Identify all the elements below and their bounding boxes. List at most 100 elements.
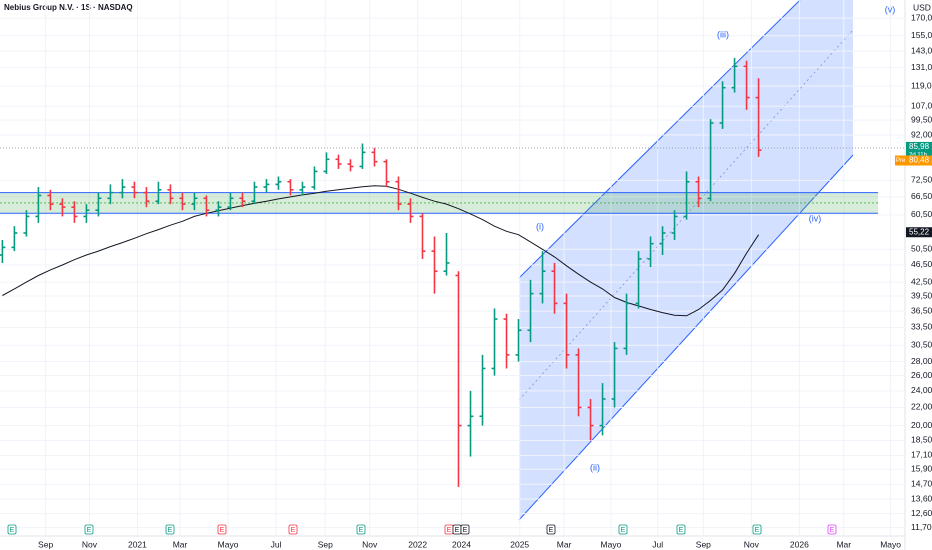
channel-mid (518, 29, 854, 401)
pre-tag-box (895, 155, 906, 166)
y-tick-label: 36,50 (911, 305, 932, 315)
ohlc-bar (203, 195, 210, 217)
earnings-marker: E (444, 524, 454, 535)
x-tick-label: Mayo (218, 539, 239, 549)
x-tick-label: 2024 (452, 539, 471, 549)
ohlc-bar (299, 181, 306, 196)
x-tick-label: Mar (836, 539, 851, 549)
ohlc-bar (143, 187, 150, 208)
ohlc-bar (743, 60, 750, 110)
ohlc-bar (683, 171, 690, 220)
ohlc-bar (179, 192, 186, 211)
symbol-title: Nebius Group N.V. · 1S · NASDAQ (4, 3, 133, 12)
y-tick-label: 39,50 (911, 290, 932, 300)
ohlc-bar (95, 192, 102, 217)
earnings-box (546, 524, 556, 535)
earnings-marker: E (452, 524, 462, 535)
y-tick-label: 170,00 (911, 12, 932, 22)
ohlc-bar (707, 119, 714, 202)
earnings-marker: E (165, 524, 175, 535)
countdown: 2d 11h (909, 153, 927, 159)
x-tick-label: Jul (652, 539, 663, 549)
ohlc-bar (503, 313, 510, 369)
earnings-marker: E (460, 524, 470, 535)
y-tick-label: 14,70 (911, 478, 932, 488)
ohlc-bar (119, 179, 126, 199)
ohlc-bar (47, 189, 54, 211)
earnings-marker: E (546, 524, 556, 535)
y-tick-label: 13,60 (911, 493, 932, 503)
x-tick-label: 2021 (128, 539, 147, 549)
ohlc-bar (575, 348, 582, 417)
earnings-box (7, 524, 17, 535)
y-tick-label: 66,50 (911, 191, 932, 201)
wave-label: (i) (536, 221, 544, 231)
ohlc-bar (371, 147, 378, 167)
ohlc-bar (239, 192, 246, 208)
earnings-label: E (168, 527, 173, 534)
y-tick-label: 22,00 (911, 402, 932, 412)
y-tick-label: 42,50 (911, 276, 932, 286)
ohlc-bar (731, 57, 738, 93)
ohlc-bar (251, 181, 258, 205)
pre-price-label: 80,48 (909, 156, 930, 165)
y-tick-label: 17,10 (911, 450, 932, 460)
ohlc-bar (635, 251, 642, 309)
x-tick-label: Sep (318, 539, 333, 549)
earnings-marker: E (356, 524, 366, 535)
y-tick-label: 28,00 (911, 356, 932, 366)
zone (0, 192, 878, 214)
ohlc-bar (539, 251, 546, 304)
ohlc-bar (323, 152, 330, 174)
y-tick-label: 119,00 (911, 80, 932, 90)
earnings-marker: E (217, 524, 227, 535)
wave-label: (ii) (590, 462, 600, 472)
y-tick-label: 46,50 (911, 259, 932, 269)
ohlc-bar (419, 213, 426, 259)
earnings-marker: E (752, 524, 762, 535)
ohlc-bar (623, 293, 630, 355)
earnings-marker: E (827, 524, 837, 535)
earnings-box (676, 524, 686, 535)
ohlc-bar (479, 354, 486, 426)
ohlc-bar (347, 159, 354, 172)
currency: USD (913, 2, 931, 12)
y-tick-label: 155,00 (911, 30, 932, 40)
ohlc-bar (167, 184, 174, 205)
y-tick-label: 99,50 (911, 114, 932, 124)
y-tick-label: 107,00 (911, 101, 932, 111)
earnings-marker: E (618, 524, 628, 535)
x-tick-label: Mar (173, 539, 188, 549)
y-tick-label: 12,60 (911, 508, 932, 518)
ohlc-bar (311, 166, 318, 190)
y-tick-label: 15,90 (911, 464, 932, 474)
y-tick-label: 33,50 (911, 322, 932, 332)
ohlc-bar (755, 78, 762, 157)
ohlc-bar (227, 192, 234, 211)
x-tick-label: 2025 (510, 539, 529, 549)
ohlc-bar (107, 184, 114, 205)
earnings-marker: E (676, 524, 686, 535)
channel-lower (518, 154, 854, 521)
ohlc-bar (0, 240, 6, 263)
ohlc-bar (431, 236, 438, 294)
ohlc-bar (599, 383, 606, 436)
ohlc-bar (551, 262, 558, 314)
ohlc-bar (395, 176, 402, 211)
x-tick-label: 2022 (408, 539, 427, 549)
earnings-marker: E (7, 524, 17, 535)
x-tick-label: Sep (38, 539, 53, 549)
ohlc-bar (659, 226, 666, 255)
moving-average (2, 185, 760, 317)
pre-price-box (906, 155, 932, 166)
channel-upper (518, 0, 801, 279)
x-tick-label: Nov (82, 539, 98, 549)
x-tick-label: Nov (362, 539, 378, 549)
ohlc-bar (23, 210, 30, 237)
earnings-box (84, 524, 94, 535)
ma-price-label: 55,22 (909, 227, 930, 236)
earnings-label: E (359, 527, 364, 534)
ohlc-bar (671, 210, 678, 241)
ohlc-bar (215, 201, 222, 217)
